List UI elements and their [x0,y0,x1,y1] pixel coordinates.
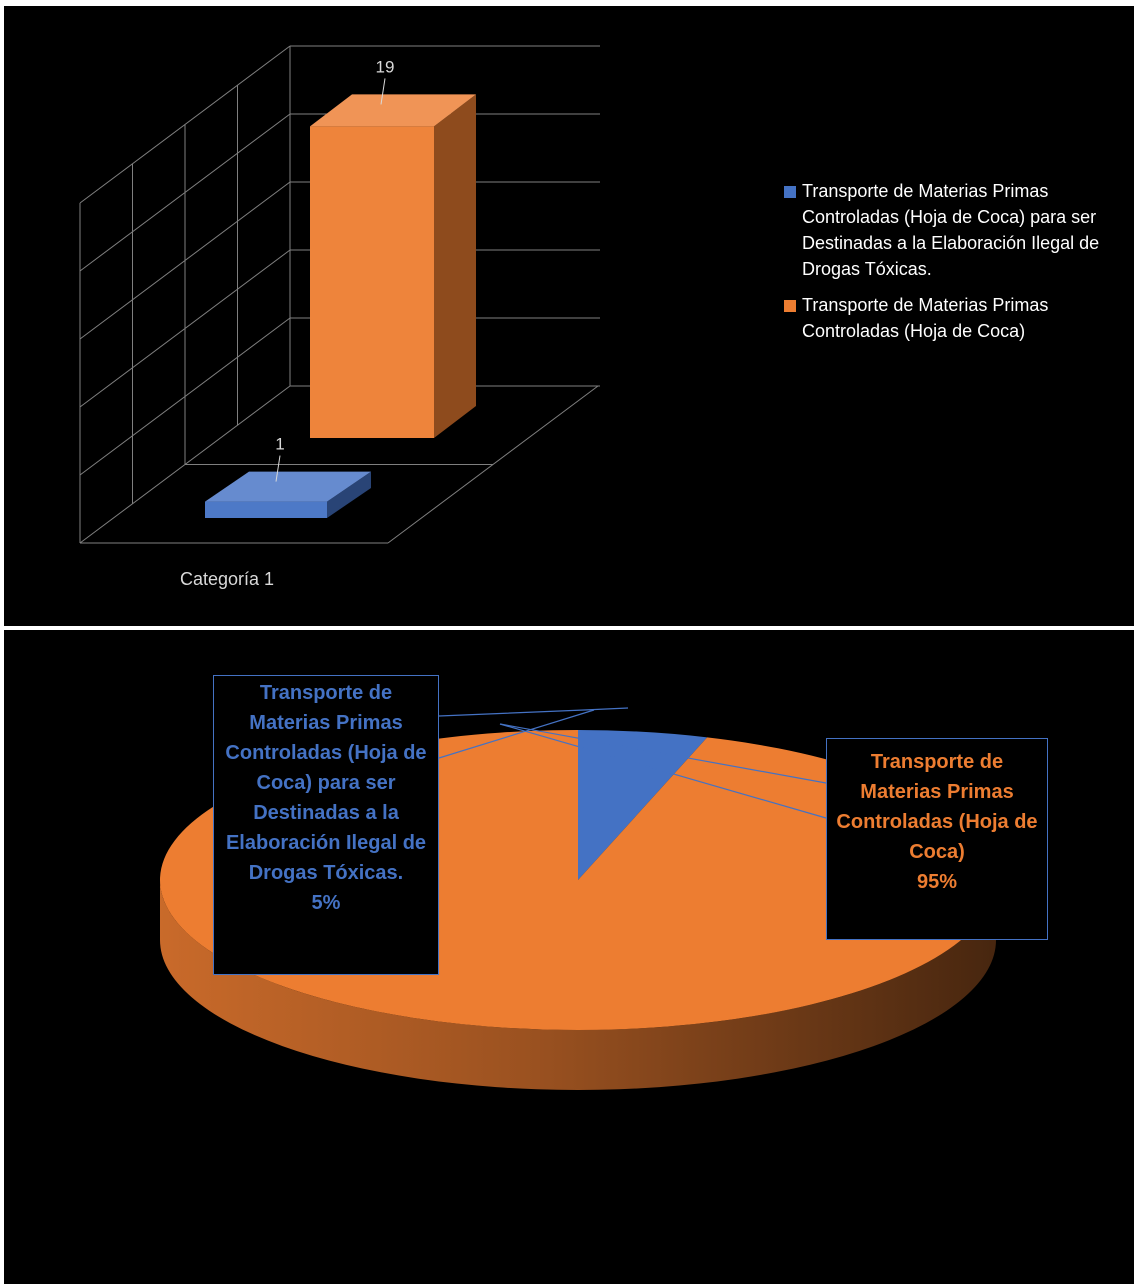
bar-data-label: 19 [376,57,395,76]
pie-slice-series-a [578,730,708,880]
bar-top-face [310,94,476,127]
bar-chart-svg: 1 19 [79,45,600,544]
bar-series-b: 19 [310,57,476,439]
legend-label-series-a: Transporte de Materias Primas Controlada… [802,181,1100,279]
bar-front-face [310,126,434,439]
pie-callout-series-a: Transporte de Materias Primas Controlada… [213,675,439,975]
legend-label-series-b: Transporte de Materias Primas Controlada… [802,295,1049,341]
pie-callout-series-b: Transporte de Materias Primas Controlada… [826,738,1048,940]
pie-callout-series-a-name: Transporte de Materias Primas Controlada… [225,682,427,884]
category-axis-label: Categoría 1 [180,569,275,589]
bar-data-label: 1 [275,435,284,454]
pie-callout-series-b-percent: 95% [916,871,958,893]
pie-side-wall [160,880,996,1090]
legend-item-series-b: Transporte de Materias Primas Controlada… [784,292,1104,344]
bar-chart-legend: Transporte de Materias Primas Controlada… [784,178,1104,354]
pie-leader-series-a [438,707,629,717]
pie-leader-series-b [499,723,827,784]
data-label-leader [275,455,281,482]
legend-item-series-a: Transporte de Materias Primas Controlada… [784,178,1104,282]
top-strip [0,0,1134,6]
bar-side-face [434,94,476,439]
data-label-leader [380,78,386,105]
pie-leader-series-a-2 [438,709,595,759]
pie-callout-series-a-percent: 5% [311,892,341,914]
pie-callout-series-b-name: Transporte de Materias Primas Controlada… [836,751,1038,863]
bar-chart-panel: 1 19 Transporte de Materias Primas Contro… [4,6,1134,626]
pie-leader-series-b-2 [499,723,827,819]
bar-series-a: 1 [205,435,371,518]
bar-side-face [327,471,371,518]
floor-edge [387,385,599,544]
legend-swatch-series-a [784,186,796,198]
legend-swatch-series-b [784,300,796,312]
pie-chart-panel: Transporte de Materias Primas Controlada… [4,630,1134,1284]
bar-front-face [205,501,327,518]
bar-top-face [205,471,371,502]
pie-chart-svg [160,707,996,1090]
